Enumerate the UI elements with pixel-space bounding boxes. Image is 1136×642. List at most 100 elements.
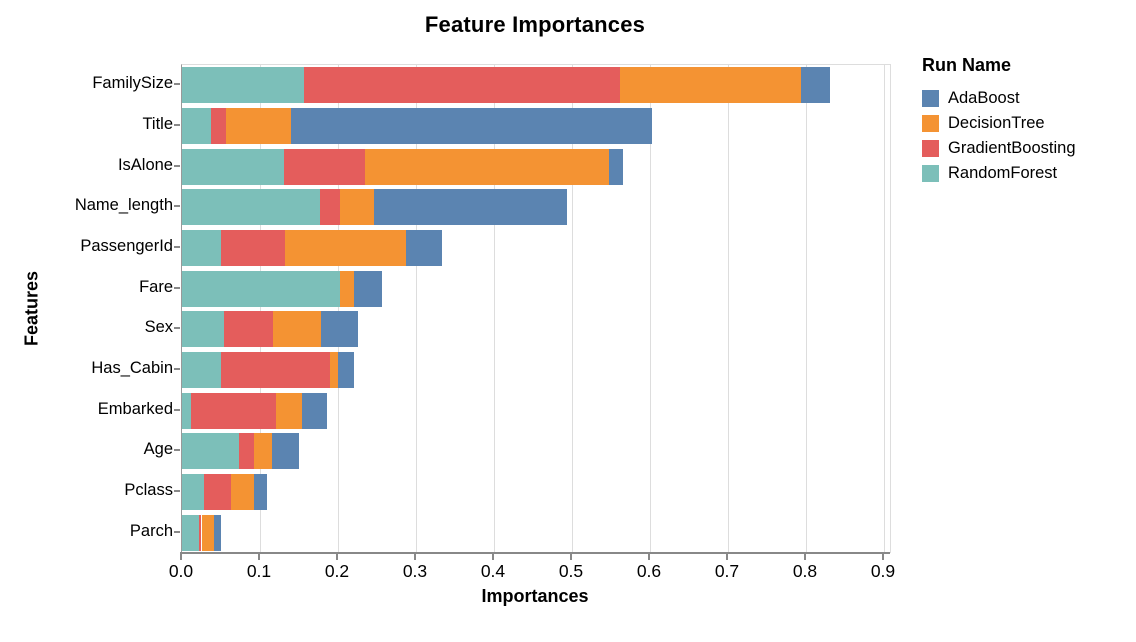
legend-swatch-randomforest [922,165,939,182]
bar-segment-decisiontree-name_length [339,189,374,226]
bar-segment-adaboost-sex [320,311,359,348]
x-axis-tick-label-0.6: 0.6 [636,561,662,581]
y-axis-label-pclass: Pclass [124,481,173,499]
bar-segment-adaboost-name_length [373,189,567,226]
bar-segment-gradientboosting-name_length [320,189,340,226]
bar-segment-randomforest-sex [182,311,225,348]
y-axis-label-embarked: Embarked [97,399,173,418]
x-axis-tick [648,554,650,560]
plot-area [181,64,891,553]
y-axis-tick [174,286,180,289]
x-axis-tick-label-0.8: 0.8 [792,561,818,581]
y-axis-label-fare: Fare [139,277,173,296]
y-axis-label-age: Age [143,440,173,459]
legend-swatch-adaboost [922,90,939,107]
bar-segment-gradientboosting-age [238,433,254,470]
bar-segment-adaboost-pclass [253,474,267,510]
bar-segment-adaboost-parch [213,514,221,551]
x-axis-tick-label-0.4: 0.4 [480,561,506,581]
legend-swatch-gradientboosting [922,140,939,157]
legend-item-adaboost: AdaBoost [922,90,1076,107]
bar-segment-gradientboosting-embarked [191,392,276,429]
bar-segment-adaboost-isalone [608,148,623,185]
x-axis-tick-label-0.3: 0.3 [402,561,428,581]
chart-title: Feature Importances [424,12,646,37]
x-axis-tick [258,554,260,560]
legend-label-adaboost: AdaBoost [948,89,1020,107]
bar-segment-randomforest-name_length [182,189,321,226]
y-axis-tick [174,449,180,452]
x-axis-tick-label-0.9: 0.9 [870,561,896,581]
x-axis-tick [804,554,806,560]
bar-segment-gradientboosting-sex [224,311,274,348]
y-axis-tick [174,205,180,208]
x-axis-tick [882,554,884,560]
bar-segment-decisiontree-familysize [620,67,801,104]
bar-segment-randomforest-passengerid [182,230,221,266]
bar-segment-decisiontree-has_cabin [330,352,338,388]
bar-segment-adaboost-passengerid [405,230,442,266]
bar-segment-gradientboosting-pclass [203,474,232,510]
x-axis-tick-label-0.0: 0.0 [168,561,194,581]
y-axis-label-name_length: Name_length [74,196,173,215]
x-axis-tick-label-0.1: 0.1 [246,561,272,581]
x-axis-tick [180,554,182,560]
y-axis-tick [174,368,180,370]
bar-segment-randomforest-isalone [182,148,285,185]
legend-item-randomforest: RandomForest [922,165,1076,182]
legend-label-gradientboosting: GradientBoosting [948,139,1076,157]
y-axis-tick [174,246,180,248]
bar-segment-adaboost-embarked [302,392,328,429]
bar-segment-adaboost-title [291,108,653,144]
gridline-0.1 [260,65,261,553]
x-axis-tick [492,554,494,560]
y-axis-tick [174,408,180,411]
legend-title: Run Name [922,55,1012,75]
gridline-0.8 [806,65,807,553]
bar-segment-gradientboosting-has_cabin [221,352,331,388]
bar-segment-gradientboosting-parch [199,514,202,551]
bar-segment-gradientboosting-title [210,108,227,144]
bar-segment-randomforest-has_cabin [182,352,221,388]
y-axis-tick [174,490,180,492]
bar-segment-randomforest-age [182,433,239,470]
y-axis-tick [174,83,180,86]
x-axis-line [180,552,890,554]
x-axis-tick-label-0.5: 0.5 [558,561,584,581]
y-axis-tick [174,327,180,330]
x-axis-tick-label-0.7: 0.7 [714,561,740,581]
gridline-0.2 [338,65,339,553]
gridline-0.7 [728,65,729,553]
x-axis-tick [726,554,728,560]
x-axis-tick [570,554,572,560]
legend-label-decisiontree: DecisionTree [948,114,1045,132]
y-axis-tick [174,164,180,167]
legend: Run Name AdaBoost DecisionTree GradientBoo… [922,55,1076,190]
legend-items: AdaBoost DecisionTree GradientBoosting Rand… [922,90,1076,182]
y-axis-label-parch: Parch [129,521,173,540]
gridline-0.3 [416,65,417,553]
y-axis-tick [174,124,180,126]
bar-segment-adaboost-age [271,433,299,470]
x-axis-tick-label-0.2: 0.2 [324,561,350,581]
bar-segment-decisiontree-isalone [364,148,609,185]
bar-segment-decisiontree-title [226,108,292,144]
bar-segment-decisiontree-age [253,433,272,470]
bar-segment-adaboost-familysize [800,67,831,104]
y-axis-label-title: Title [142,115,173,133]
bar-segment-gradientboosting-familysize [304,67,621,104]
x-axis-title: Importances [481,586,589,606]
y-axis-label-sex: Sex [144,318,173,337]
legend-item-gradientboosting: GradientBoosting [922,140,1076,157]
bar-segment-decisiontree-fare [340,270,355,307]
bar-segment-gradientboosting-passengerid [221,230,285,266]
bar-segment-adaboost-has_cabin [338,352,354,388]
y-axis-tick [174,530,180,533]
legend-label-randomforest: RandomForest [948,164,1058,182]
y-axis-label-has_cabin: Has_Cabin [91,359,173,377]
bar-segment-gradientboosting-isalone [284,148,365,185]
bar-segment-decisiontree-embarked [275,392,303,429]
bar-segment-randomforest-pclass [182,474,204,510]
y-axis-label-passengerid: PassengerId [80,237,173,255]
bar-segment-decisiontree-passengerid [284,230,406,266]
